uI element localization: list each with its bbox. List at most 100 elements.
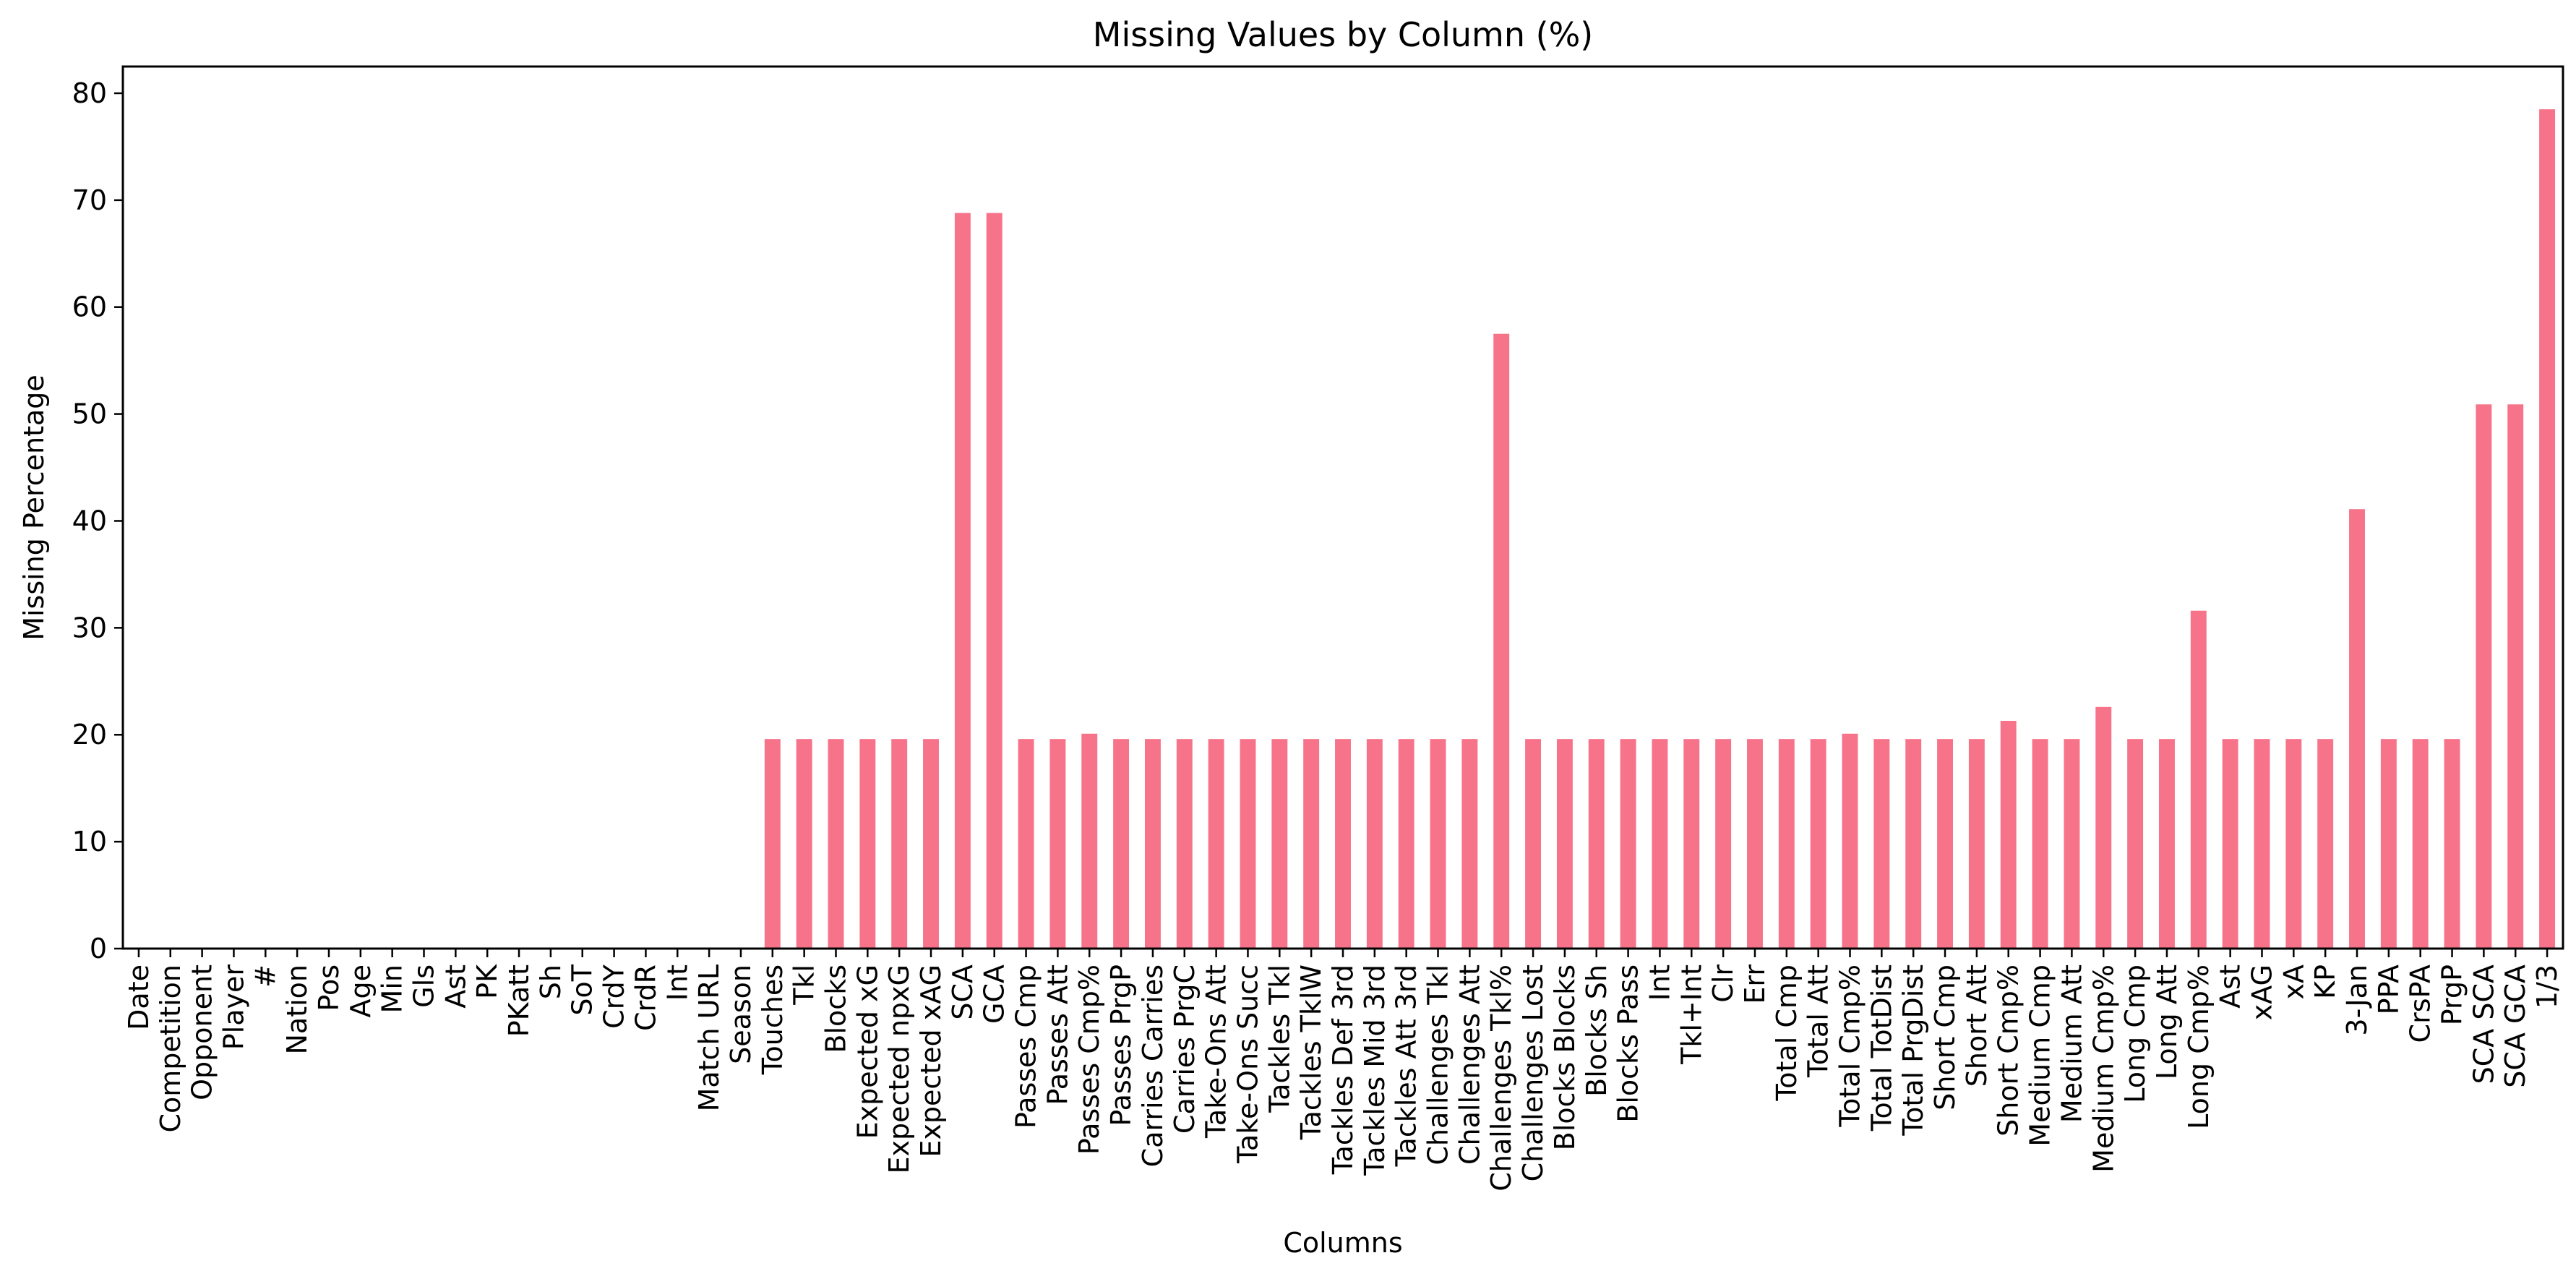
plot-area-frame [121,65,2564,950]
bar-57 [1937,739,1953,949]
x-tick-label-13: Sh [535,964,567,999]
y-tick-label-3: 30 [72,612,107,643]
x-tick-label-57: Short Cmp [1929,964,1961,1111]
x-tick-label-74: SCA SCA [2468,964,2499,1084]
x-tick-label-7: Age [345,964,377,1018]
x-tick-label-63: Long Cmp [2119,964,2151,1103]
x-tick-label-47: Blocks Pass [1613,964,1644,1123]
bar-21 [796,739,812,949]
bar-60 [2032,739,2048,949]
bar-26 [954,213,971,949]
x-tick-label-62: Medium Cmp% [2087,964,2119,1173]
x-tick-label-15: CrdY [598,964,630,1029]
bar-56 [1905,739,1922,949]
x-tick-label-6: Pos [313,964,345,1011]
bar-75 [2507,404,2524,949]
x-tick-label-16: CrdR [630,964,661,1031]
y-tick-label-5: 50 [72,398,107,430]
bar-41 [1430,739,1446,949]
bar-52 [1778,739,1795,949]
bar-24 [891,739,908,949]
x-tick-label-72: CrsPA [2405,964,2437,1043]
x-axis-label: Columns [1283,1227,1402,1259]
x-tick-label-2: Opponent [186,964,218,1100]
bar-36 [1271,739,1288,949]
x-tick-label-43: Challenges Tkl% [1485,964,1517,1192]
y-tick-label-0: 0 [90,933,107,964]
x-tick-label-1: Competition [155,964,186,1133]
bar-33 [1176,739,1193,949]
x-tick-label-68: xA [2277,964,2309,999]
x-tick-label-40: Tackles Att 3rd [1391,964,1422,1167]
x-tick-label-3: Player [218,964,249,1051]
x-tick-label-8: Min [377,964,408,1013]
y-tick-label-1: 10 [72,826,107,857]
bar-28 [1018,739,1034,949]
chart-title: Missing Values by Column (%) [1093,15,1594,54]
bar-61 [2064,739,2080,949]
x-tick-label-69: KP [2309,964,2341,999]
x-tick-label-49: Tkl+Int [1675,964,1707,1065]
bar-62 [2095,706,2112,949]
x-tick-label-46: Blocks Sh [1581,964,1613,1097]
x-tick-label-5: Nation [281,964,313,1055]
x-tick-label-42: Challenges Att [1454,964,1485,1165]
x-tick-label-45: Blocks Blocks [1549,964,1581,1150]
bar-27 [986,213,1003,949]
x-tick-label-9: Gls [408,964,440,1008]
y-tick-label-7: 70 [72,184,107,216]
bar-68 [2285,739,2302,949]
x-tick-label-11: PK [471,964,503,999]
x-tick-label-54: Total Cmp% [1834,964,1866,1128]
x-tick-label-0: Date [123,964,155,1030]
bar-74 [2476,404,2492,949]
bar-66 [2222,739,2238,949]
bar-32 [1144,739,1161,949]
bar-30 [1081,733,1098,949]
x-tick-label-35: Take-Ons Succ [1232,964,1263,1164]
x-tick-label-61: Medium Att [2056,964,2087,1123]
x-tick-label-53: Total Att [1803,964,1834,1078]
bar-40 [1398,739,1414,949]
x-tick-label-70: 3-Jan [2341,964,2373,1036]
bar-38 [1335,739,1351,949]
x-tick-label-65: Long Cmp% [2183,964,2215,1129]
bar-34 [1208,739,1224,949]
x-tick-label-71: PPA [2373,964,2405,1014]
bar-22 [828,739,844,949]
bar-51 [1747,739,1763,949]
x-tick-label-38: Tackles Def 3rd [1327,964,1359,1175]
bar-44 [1525,739,1542,949]
y-tick-label-8: 80 [72,77,107,109]
bar-39 [1366,739,1383,949]
bar-43 [1493,333,1510,949]
x-tick-label-58: Short Att [1961,964,1993,1087]
bar-71 [2380,739,2397,949]
x-axis: Date Competition Opponent Player # Nation Pos A… [123,949,2563,1192]
bar-72 [2412,739,2429,949]
x-tick-label-48: Int [1644,964,1675,1001]
bar-35 [1240,739,1256,949]
bar-49 [1683,739,1700,949]
x-tick-label-31: Passes PrgP [1105,964,1137,1126]
x-tick-label-28: Passes Cmp [1010,964,1042,1129]
bar-58 [1968,739,1985,949]
x-tick-label-18: Match URL [693,964,725,1111]
bar-65 [2190,610,2207,949]
y-tick-label-4: 40 [72,505,107,536]
x-tick-label-24: Expected npxG [883,964,915,1174]
x-tick-label-51: Err [1739,964,1771,1004]
y-tick-label-2: 20 [72,719,107,750]
x-tick-label-73: PrgP [2437,964,2468,1025]
bar-46 [1588,739,1605,949]
x-tick-label-17: Int [661,964,693,1001]
x-tick-label-39: Tackles Mid 3rd [1359,964,1391,1176]
x-tick-label-66: Ast [2215,964,2246,1009]
bar-63 [2127,739,2144,949]
bar-29 [1049,739,1066,949]
x-tick-label-23: Expected xG [851,964,883,1139]
x-tick-label-21: Tkl [789,964,820,1006]
